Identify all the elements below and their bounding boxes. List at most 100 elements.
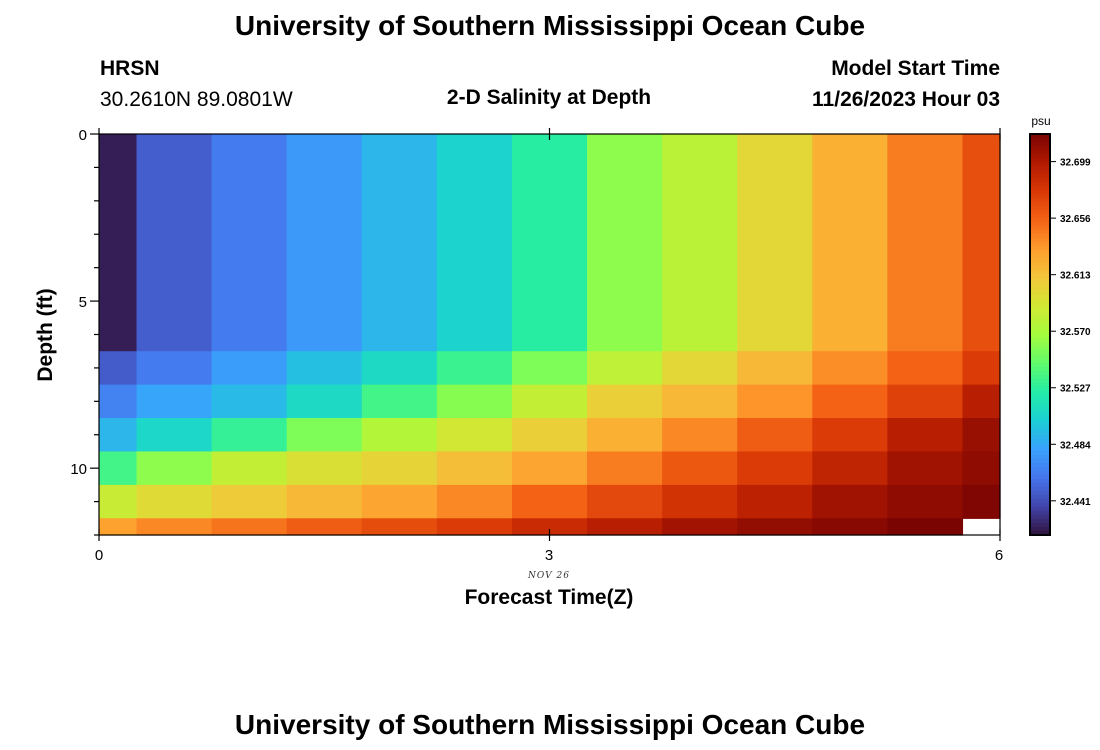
colorbar-segment	[1030, 450, 1050, 456]
colorbar-segment	[1030, 490, 1050, 496]
colorbar-gradient	[1030, 134, 1050, 536]
colorbar-segment	[1030, 242, 1050, 247]
colorbar-segment	[1030, 306, 1050, 312]
colorbar-segment	[1030, 294, 1050, 300]
colorbar-segment	[1030, 422, 1050, 428]
heatmap-cell	[812, 134, 888, 352]
heatmap-cell	[887, 351, 964, 386]
colorbar-segment	[1030, 246, 1050, 251]
colorbar-frame	[1029, 133, 1051, 536]
heatmap-cell	[361, 484, 438, 519]
heatmap-cell	[136, 134, 213, 352]
y-axis-label: Depth (ft)	[34, 288, 57, 381]
heatmap-cell	[286, 384, 363, 419]
heatmap-cell	[812, 418, 888, 453]
colorbar-segment	[1030, 234, 1050, 239]
colorbar-segment	[1030, 478, 1050, 484]
colorbar-segment	[1030, 158, 1050, 163]
colorbar-segment	[1030, 278, 1050, 283]
heatmap-cell	[662, 134, 738, 352]
colorbar-tick-label: 32.484	[1060, 440, 1091, 451]
heatmap-cell	[136, 351, 213, 386]
colorbar-segment	[1030, 270, 1050, 275]
axis-ticks	[90, 128, 1001, 541]
heatmap-cell	[361, 518, 438, 536]
colorbar-segment	[1030, 470, 1050, 476]
heatmap-cell	[962, 384, 1001, 419]
colorbar-segment	[1030, 526, 1050, 532]
colorbar-tick-label: 32.656	[1060, 214, 1091, 225]
colorbar-segment	[1030, 210, 1050, 215]
colorbar-segment	[1030, 302, 1050, 308]
model-start-label: Model Start Time	[831, 57, 1000, 80]
x-tick-label: 0	[95, 547, 103, 564]
colorbar-segment	[1030, 198, 1050, 203]
colorbar-segment	[1030, 334, 1050, 340]
colorbar-segment	[1030, 298, 1050, 304]
colorbar-segment	[1030, 214, 1050, 219]
colorbar-segment	[1030, 166, 1050, 171]
heatmap-cell	[587, 418, 663, 453]
footer-title: University of Southern Mississippi Ocean…	[235, 709, 865, 740]
x-tick-label: 6	[995, 547, 1003, 564]
heatmap-cell	[136, 484, 213, 519]
colorbar-segment	[1030, 442, 1050, 448]
heatmap-cell	[587, 518, 663, 536]
colorbar-segment	[1030, 342, 1050, 348]
colorbar-segment	[1030, 350, 1050, 356]
colorbar-segment	[1030, 286, 1050, 291]
colorbar-segment	[1030, 398, 1050, 404]
colorbar-segment	[1030, 318, 1050, 324]
colorbar-segment	[1030, 190, 1050, 195]
colorbar-segment	[1030, 266, 1050, 271]
heatmap-cell	[587, 351, 663, 386]
colorbar-segment	[1030, 322, 1050, 328]
colorbar-segment	[1030, 466, 1050, 472]
heatmap-cell	[662, 484, 738, 519]
heatmap-cell	[136, 451, 213, 486]
colorbar-segment	[1030, 182, 1050, 187]
heatmap-cell	[436, 384, 513, 419]
colorbar-segment	[1030, 390, 1050, 396]
colorbar-segment	[1030, 202, 1050, 207]
colorbar-segment	[1030, 326, 1050, 332]
station-id: HRSN	[100, 57, 160, 80]
heatmap-cell	[436, 484, 513, 519]
heatmap-cell	[737, 484, 813, 519]
heatmap-cell	[812, 518, 888, 536]
colorbar-segment	[1030, 506, 1050, 512]
heatmap-cell	[812, 384, 888, 419]
heatmap-cell	[436, 451, 513, 486]
heatmap-cell	[511, 351, 588, 386]
heatmap-cell	[136, 418, 213, 453]
heatmap-cell	[211, 384, 288, 419]
colorbar-segment	[1030, 510, 1050, 516]
heatmap-cell	[812, 484, 888, 519]
colorbar-segment	[1030, 374, 1050, 380]
heatmap-cell	[211, 518, 288, 536]
heatmap-cell	[211, 134, 288, 352]
heatmap-cell	[286, 351, 363, 386]
heatmap-cell	[587, 384, 663, 419]
heatmap-cell	[887, 484, 964, 519]
colorbar-segment	[1030, 518, 1050, 524]
colorbar-segment	[1030, 290, 1050, 295]
heatmap-cell	[211, 451, 288, 486]
heatmap-cell	[136, 518, 213, 536]
heatmap-cell	[211, 351, 288, 386]
heatmap-cell	[737, 351, 813, 386]
heatmap-cell	[511, 134, 588, 352]
heatmap-cell	[361, 418, 438, 453]
heatmap-cell	[136, 384, 213, 419]
heatmap-cell	[511, 518, 588, 536]
colorbar-segment	[1030, 382, 1050, 388]
colorbar-segment	[1030, 418, 1050, 424]
heatmap-cell	[511, 418, 588, 453]
heatmap-cell	[962, 351, 1001, 386]
y-tick-label: 10	[70, 461, 87, 478]
heatmap-cells	[99, 134, 1001, 536]
colorbar-tick-label: 32.441	[1060, 497, 1091, 508]
colorbar-tick-label: 32.613	[1060, 271, 1091, 282]
heatmap-cell	[436, 518, 513, 536]
